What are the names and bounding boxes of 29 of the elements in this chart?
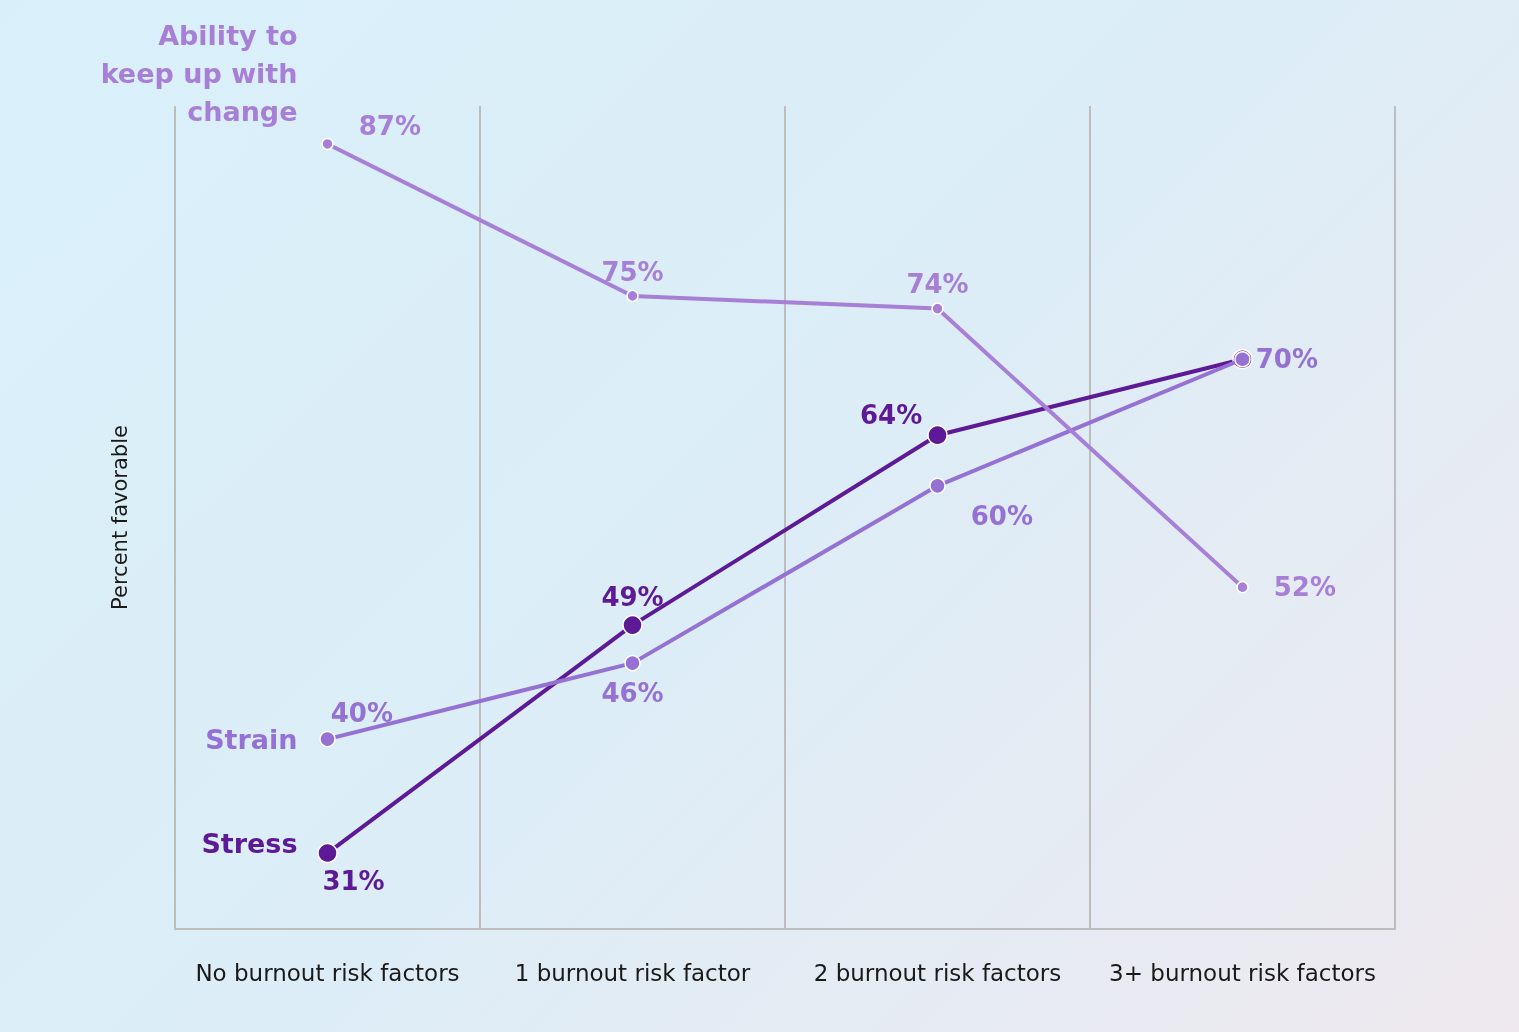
data-label: 87% [358,110,421,141]
point [931,302,944,315]
data-label: 60% [970,500,1033,531]
data-label: 31% [322,866,385,897]
point [317,842,338,864]
point [626,289,639,303]
data-label: 40% [330,698,393,729]
point [927,424,948,446]
x-tick-label: No burnout risk factors [195,959,460,986]
data-label: 74% [906,269,969,300]
point [929,477,946,495]
x-tick-label: 1 burnout risk factor [514,959,751,986]
data-label: 49% [601,581,664,612]
point [624,654,641,672]
point [622,614,643,636]
x-tick-label: 3+ burnout risk factors [1109,959,1376,986]
point [1236,580,1249,594]
point [319,730,336,748]
data-label: 64% [860,400,923,431]
series-label: Strain [205,723,298,755]
data-label: 70% [1255,344,1318,375]
series-label: Ability to keep up with change [100,20,298,128]
point [321,137,334,151]
x-tick-label: 2 burnout risk factors [813,959,1062,986]
data-label: 52% [1273,572,1336,603]
series-label: Stress [201,827,298,859]
data-label: 46% [601,678,664,709]
y-axis-title: Percent favorable [107,425,132,610]
data-label: 75% [601,256,664,287]
